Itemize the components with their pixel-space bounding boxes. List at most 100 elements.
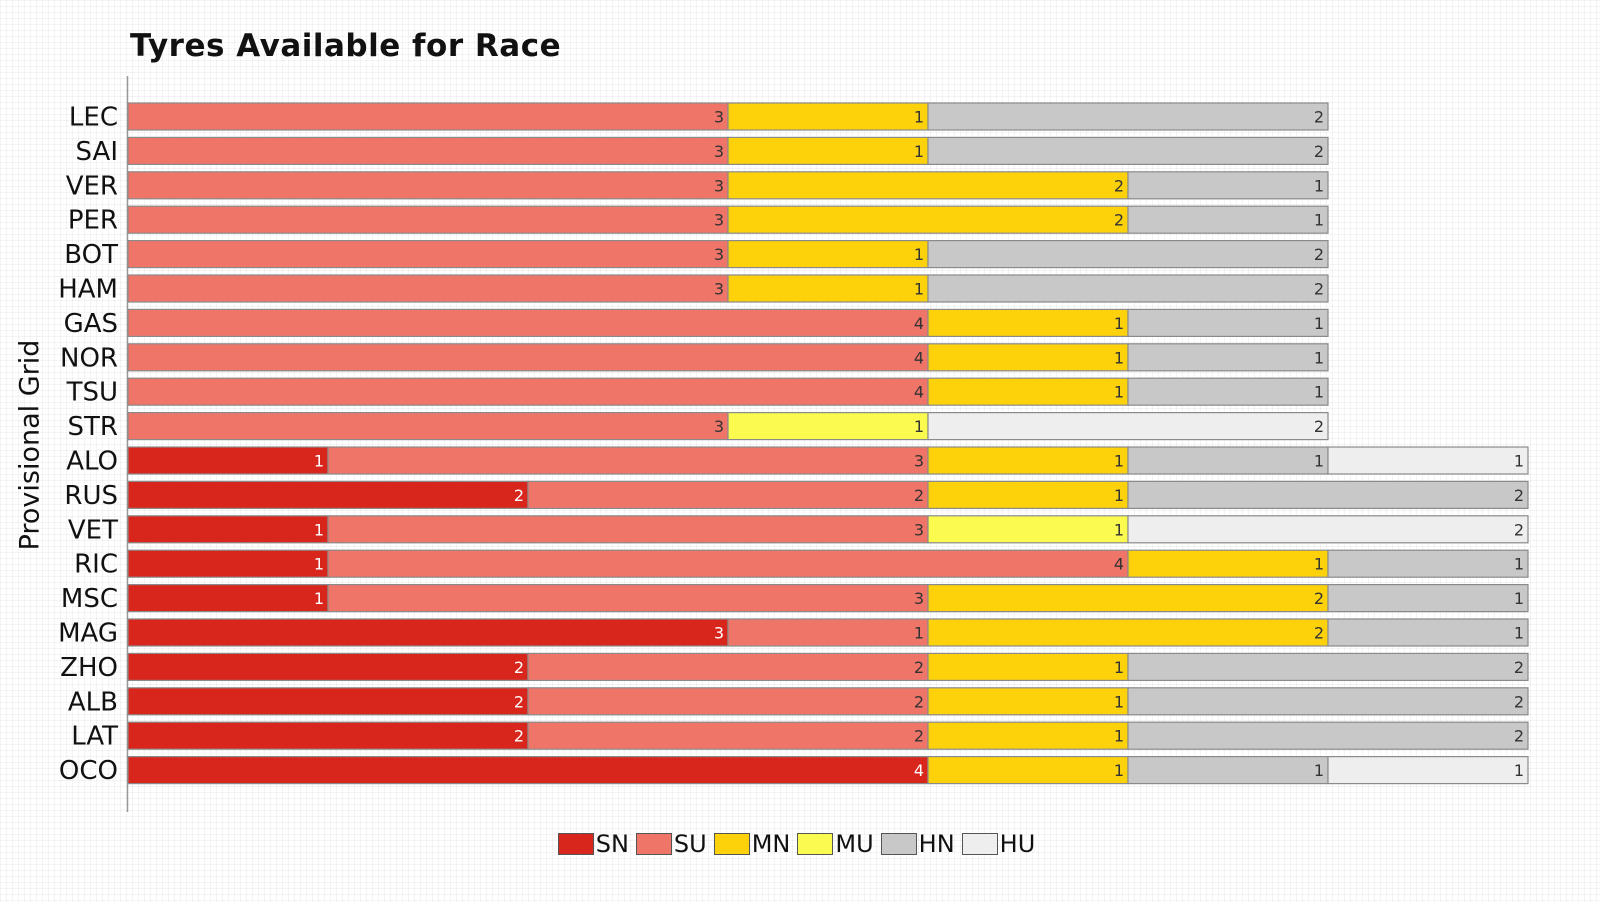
data-label: 3 (914, 589, 924, 608)
data-label: 1 (1114, 727, 1124, 746)
data-label: 1 (1314, 348, 1324, 367)
legend-label: HU (999, 830, 1036, 858)
data-label: 1 (314, 452, 324, 471)
bar-segment-sn (127, 549, 329, 578)
bar-segment-mu (927, 515, 1129, 544)
data-label: 2 (1514, 658, 1524, 677)
legend-swatch (961, 833, 998, 855)
bar-segment-mn (727, 102, 929, 131)
data-label: 2 (1314, 417, 1324, 436)
bar-segment-su (127, 240, 729, 269)
bar-segment-hn (1127, 480, 1529, 509)
data-label: 1 (914, 417, 924, 436)
data-label: 1 (1114, 486, 1124, 505)
data-label: 2 (1314, 280, 1324, 299)
data-label: 3 (714, 280, 724, 299)
bar-segment-hu (1327, 446, 1529, 475)
y-tick-label: BOT (64, 240, 118, 270)
y-tick-label: TSU (66, 378, 118, 408)
data-label: 1 (1114, 383, 1124, 402)
data-label: 1 (914, 245, 924, 264)
bar-segment-mn (727, 136, 929, 165)
data-label: 1 (914, 280, 924, 299)
bar-segment-sn (127, 480, 529, 509)
bar-segment-hu (1327, 755, 1529, 785)
data-label: 4 (914, 761, 924, 780)
data-label: 2 (1314, 142, 1324, 161)
bar-segment-sn (127, 687, 529, 716)
legend-item-hn: HN (880, 830, 959, 858)
bar-segment-mn (927, 446, 1129, 475)
legend-item-hu: HU (961, 830, 1040, 858)
data-label: 2 (1314, 624, 1324, 643)
bar-segment-hn (1127, 343, 1329, 372)
data-label: 2 (1114, 211, 1124, 230)
data-label: 1 (1314, 452, 1324, 471)
y-tick-label: ZHO (60, 653, 118, 683)
legend-label: SU (673, 830, 707, 858)
bar-segment-su (327, 583, 929, 613)
y-tick-label: VER (66, 171, 118, 201)
data-label: 1 (314, 520, 324, 539)
data-label: 1 (1314, 176, 1324, 195)
data-label: 4 (1114, 555, 1124, 574)
data-label: 1 (914, 142, 924, 161)
bar-segment-mn (727, 240, 929, 269)
y-tick-label: MAG (58, 619, 118, 649)
legend-label: MU (835, 830, 874, 858)
legend-swatch (635, 833, 672, 855)
chart-title: Tyres Available for Race (130, 28, 562, 64)
y-tick-label: VET (68, 515, 118, 545)
bar-segment-mn (927, 308, 1129, 337)
y-tick-label: SAI (76, 137, 118, 167)
data-label: 2 (514, 692, 524, 711)
data-label: 1 (314, 555, 324, 574)
legend-swatch (797, 833, 834, 855)
bar-segment-su (127, 102, 729, 131)
y-tick-label: MSC (61, 584, 118, 614)
legend-label: HN (918, 830, 955, 858)
bar-segment-mn (927, 755, 1129, 785)
data-label: 2 (1514, 486, 1524, 505)
data-label: 2 (514, 727, 524, 746)
legend-item-mn: MN (713, 830, 795, 858)
bar-segment-hn (1127, 171, 1329, 200)
legend-item-mu: MU (797, 830, 877, 858)
data-label: 2 (1514, 727, 1524, 746)
bar-segment-mn (727, 205, 1129, 234)
data-label: 1 (1114, 692, 1124, 711)
bar-segment-mn (927, 343, 1129, 372)
y-tick-label: GAS (64, 309, 118, 339)
data-label: 3 (714, 417, 724, 436)
y-tick-label: STR (68, 412, 118, 442)
data-label: 1 (1514, 555, 1524, 574)
bar-segment-mn (1127, 549, 1329, 578)
bar-segment-su (127, 377, 929, 406)
bar-segment-mn (727, 274, 929, 303)
bar-segment-su (127, 171, 729, 200)
data-label: 2 (914, 692, 924, 711)
bar-segment-mn (927, 721, 1129, 750)
data-label: 2 (1114, 176, 1124, 195)
bar-segment-mn (927, 618, 1329, 647)
bar-segment-su (127, 343, 929, 372)
data-label: 1 (1114, 520, 1124, 539)
data-label: 2 (914, 658, 924, 677)
bar-segment-hn (1127, 377, 1329, 406)
data-label: 3 (714, 176, 724, 195)
data-label: 3 (914, 452, 924, 471)
bar-segment-su (127, 308, 929, 337)
legend-item-sn: SN (557, 830, 633, 858)
data-label: 3 (714, 108, 724, 127)
legend-label: SN (595, 830, 629, 858)
legend-item-su: SU (635, 830, 711, 858)
bar-segment-su (527, 687, 929, 716)
bar-segment-su (127, 412, 729, 441)
bar-segment-hn (1327, 618, 1529, 647)
data-label: 1 (914, 108, 924, 127)
data-label: 3 (714, 142, 724, 161)
bar-segment-mn (927, 583, 1329, 613)
data-label: 2 (1514, 692, 1524, 711)
y-tick-label: OCO (59, 756, 118, 786)
